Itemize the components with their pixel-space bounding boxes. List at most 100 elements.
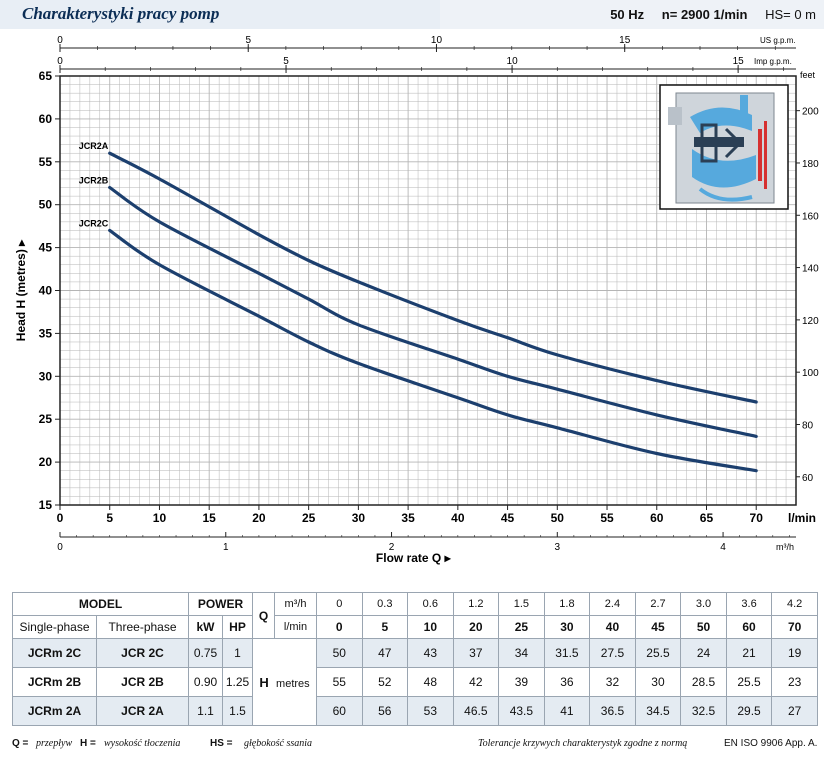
head-cell: 27 [771, 696, 818, 726]
norm-label: EN ISO 9906 App. A. [724, 738, 818, 749]
y-tick-label: 35 [39, 326, 53, 340]
three-phase-model: JCR 2A [96, 696, 189, 726]
head-cell: 41 [543, 696, 591, 726]
q-lmin-cell: 60 [725, 615, 773, 639]
head-cell: 32 [589, 667, 636, 697]
head-cell: 34.5 [634, 696, 682, 726]
x-tick-label: 10 [153, 511, 167, 525]
pump-curve-chart: 0 5 10 15 20 25 30 35 40 45 50 55 60 65 70 l/min1520253… [14, 35, 819, 565]
h-symbol: H [259, 674, 269, 690]
chart-axes: 0 5 10 15 20 25 30 35 40 45 50 55 60 65 70 l/min1520253… [14, 35, 819, 565]
y-tick-label: 65 [39, 69, 53, 83]
q-lmin-cell: 30 [543, 615, 591, 639]
table-row: JCRm 2A JCR 2A 1.1 1.5 60 56 53 46.5 43.… [12, 696, 818, 726]
power-kw: 0.90 [188, 667, 223, 697]
model-header: MODEL [12, 592, 189, 616]
header-params-area [440, 0, 824, 29]
x-tick-label: 40 [451, 511, 465, 525]
y-axis-title: Head H (metres) ▸ [14, 239, 28, 341]
q-unit-lmin: l/min [274, 615, 317, 639]
h-unit: metres [276, 677, 310, 690]
head-cell: 19 [771, 638, 818, 668]
q-m3h-cell: 1.2 [452, 592, 500, 616]
operating-params: 50 Hz n= 2900 1/min HS= 0 m [610, 7, 816, 22]
q-m3h-cell: 0 [316, 592, 363, 616]
feet-tick-label: 100 [802, 368, 819, 379]
x-tick-label: 45 [501, 511, 515, 525]
head-cell: 39 [498, 667, 545, 697]
head-cell: 37 [452, 638, 500, 668]
x-tick-label: 50 [551, 511, 565, 525]
imp-gpm-unit-label: Imp g.p.m. [754, 57, 792, 66]
suction-head-label: HS= 0 m [765, 7, 816, 22]
q-lmin-cell: 0 [316, 615, 363, 639]
q-lmin-cell: 50 [680, 615, 727, 639]
header-band: Charakterystyki pracy pomp 50 Hz n= 2900… [0, 0, 824, 29]
q-legend-text: przepływ [36, 738, 73, 749]
head-cell: 30 [634, 667, 682, 697]
feet-tick-label: 140 [802, 264, 819, 275]
series-line-jcr2c [108, 228, 758, 473]
tolerance-text: Tolerancje krzywych charakterystyk zgodn… [478, 738, 688, 749]
series-label-jcr2a: JCR2A [79, 141, 109, 151]
q-m3h-cell: 3.6 [725, 592, 773, 616]
x-tick-label: 35 [401, 511, 415, 525]
head-cell: 46.5 [452, 696, 500, 726]
x-axis-title: Flow rate Q ▸ [376, 551, 452, 565]
q-m3h-cell: 0.3 [361, 592, 409, 616]
q-lmin-cell: 45 [634, 615, 682, 639]
x-tick-label: 15 [203, 511, 217, 525]
y-tick-label: 30 [39, 369, 53, 383]
q-lmin-cell: 20 [452, 615, 500, 639]
imp-gpm-tick-label: 5 [283, 56, 289, 67]
q-lmin-cell: 25 [498, 615, 545, 639]
power-hp: 1 [222, 638, 253, 668]
imp-gpm-tick-label: 0 [57, 56, 63, 67]
chart-curves: JCR2A JCR2B JCR2C [79, 141, 758, 473]
series-label-jcr2b: JCR2B [79, 176, 109, 186]
x-tick-label: 0 [57, 511, 64, 525]
h-legend-text: wysokość tłoczenia [104, 738, 181, 749]
head-cell: 42 [452, 667, 500, 697]
q-lmin-cell: 5 [361, 615, 409, 639]
imp-gpm-tick-label: 15 [733, 56, 745, 67]
x-tick-label: 5 [106, 511, 113, 525]
x-tick-label: 20 [252, 511, 266, 525]
head-cell: 48 [407, 667, 454, 697]
hs-legend-text: głębokość ssania [244, 738, 313, 749]
q-legend-symbol: Q = [12, 738, 29, 749]
feet-tick-label: 120 [802, 316, 819, 327]
feet-unit-label: feet [800, 70, 816, 80]
m3h-tick-label: 3 [555, 542, 561, 553]
m3h-tick-label: 4 [720, 542, 726, 553]
m3h-tick-label: 2 [389, 542, 395, 553]
q-lmin-cell: 40 [589, 615, 636, 639]
head-cell: 25.5 [634, 638, 682, 668]
x-tick-label: 55 [600, 511, 614, 525]
x-tick-label: 25 [302, 511, 316, 525]
pump-cross-section-icon [659, 84, 789, 210]
head-cell: 36.5 [589, 696, 636, 726]
speed-label: n= 2900 1/min [661, 7, 748, 22]
us-gpm-tick-label: 0 [57, 35, 63, 46]
kw-header: kW [188, 615, 223, 639]
head-cell: 56 [361, 696, 409, 726]
head-cell: 50 [316, 638, 363, 668]
us-gpm-tick-label: 15 [619, 35, 631, 46]
series-line-jcr2b [108, 185, 758, 438]
q-m3h-cell: 1.8 [543, 592, 591, 616]
page-title: Charakterystyki pracy pomp [22, 4, 220, 23]
three-phase-header: Three-phase [96, 615, 189, 639]
head-cell: 32.5 [680, 696, 727, 726]
feet-tick-label: 60 [802, 473, 814, 484]
y-tick-label: 50 [39, 198, 53, 212]
y-tick-label: 40 [39, 284, 53, 298]
q-m3h-cell: 2.4 [589, 592, 636, 616]
three-phase-model: JCR 2B [96, 667, 189, 697]
y-tick-label: 20 [39, 455, 53, 469]
m3h-tick-label: 1 [223, 542, 229, 553]
head-cell: 31.5 [543, 638, 591, 668]
head-cell: 36 [543, 667, 591, 697]
power-header: POWER [188, 592, 253, 616]
m3h-tick-label: 0 [57, 542, 63, 553]
